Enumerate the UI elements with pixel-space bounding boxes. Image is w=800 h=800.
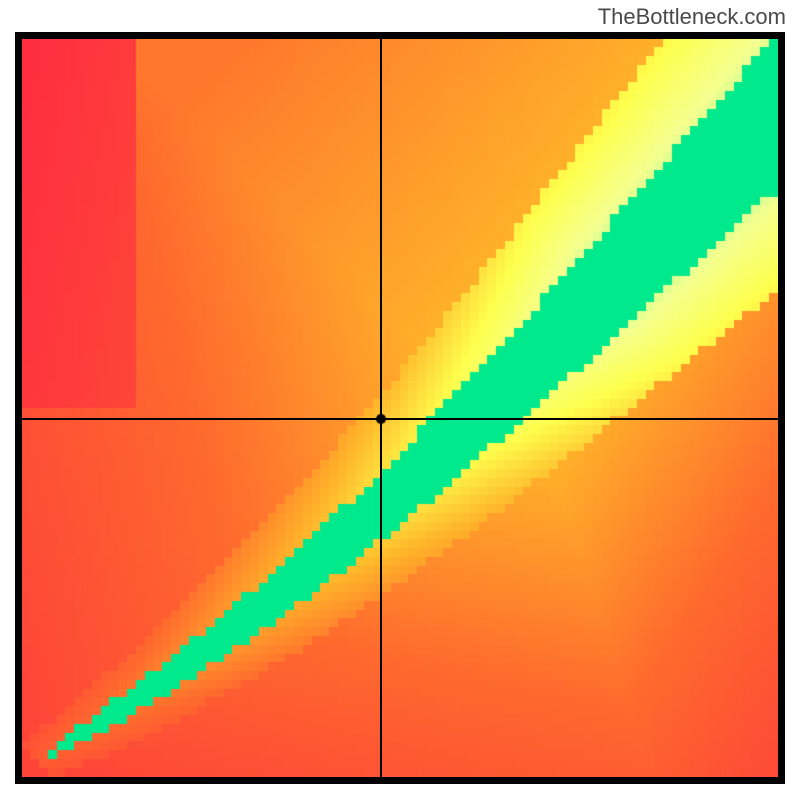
crosshair-v — [380, 39, 382, 777]
heatmap-canvas — [22, 39, 778, 777]
plot-frame — [15, 32, 785, 784]
border-left — [15, 32, 22, 784]
watermark-text: TheBottleneck.com — [598, 4, 786, 30]
border-bottom — [15, 777, 785, 784]
crosshair-dot — [375, 413, 387, 425]
border-right — [778, 32, 785, 784]
border-top — [15, 32, 785, 39]
crosshair-h — [22, 418, 778, 420]
